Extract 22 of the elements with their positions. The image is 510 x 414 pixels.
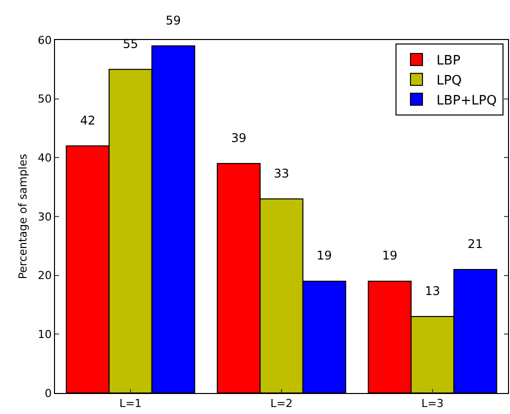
y-tick-label: 50 — [38, 92, 52, 106]
x-tick-label: L=2 — [270, 397, 293, 410]
y-tick-label: 30 — [38, 210, 52, 224]
data-label: 42 — [80, 113, 96, 128]
y-tick-label: 0 — [44, 386, 52, 400]
data-label: 19 — [316, 248, 332, 263]
data-label: 21 — [468, 236, 483, 251]
legend-label: LPQ — [436, 73, 462, 88]
legend-label: LBP+LPQ — [436, 93, 497, 108]
data-label: 19 — [382, 248, 398, 263]
legend-label: LBP — [436, 54, 461, 69]
y-tick-label: 20 — [38, 269, 52, 282]
data-label: 39 — [231, 130, 246, 145]
data-label: 59 — [166, 13, 181, 28]
x-tick-label: L=3 — [421, 397, 444, 410]
y-axis-title: Percentage of samples — [16, 154, 30, 280]
y-tick-label: 60 — [38, 34, 52, 47]
data-label: 33 — [274, 166, 290, 180]
data-label: 13 — [424, 284, 440, 298]
y-tick-label: 10 — [38, 328, 52, 342]
x-tick-label: L=1 — [119, 397, 142, 410]
y-tick-label: 40 — [38, 152, 52, 165]
